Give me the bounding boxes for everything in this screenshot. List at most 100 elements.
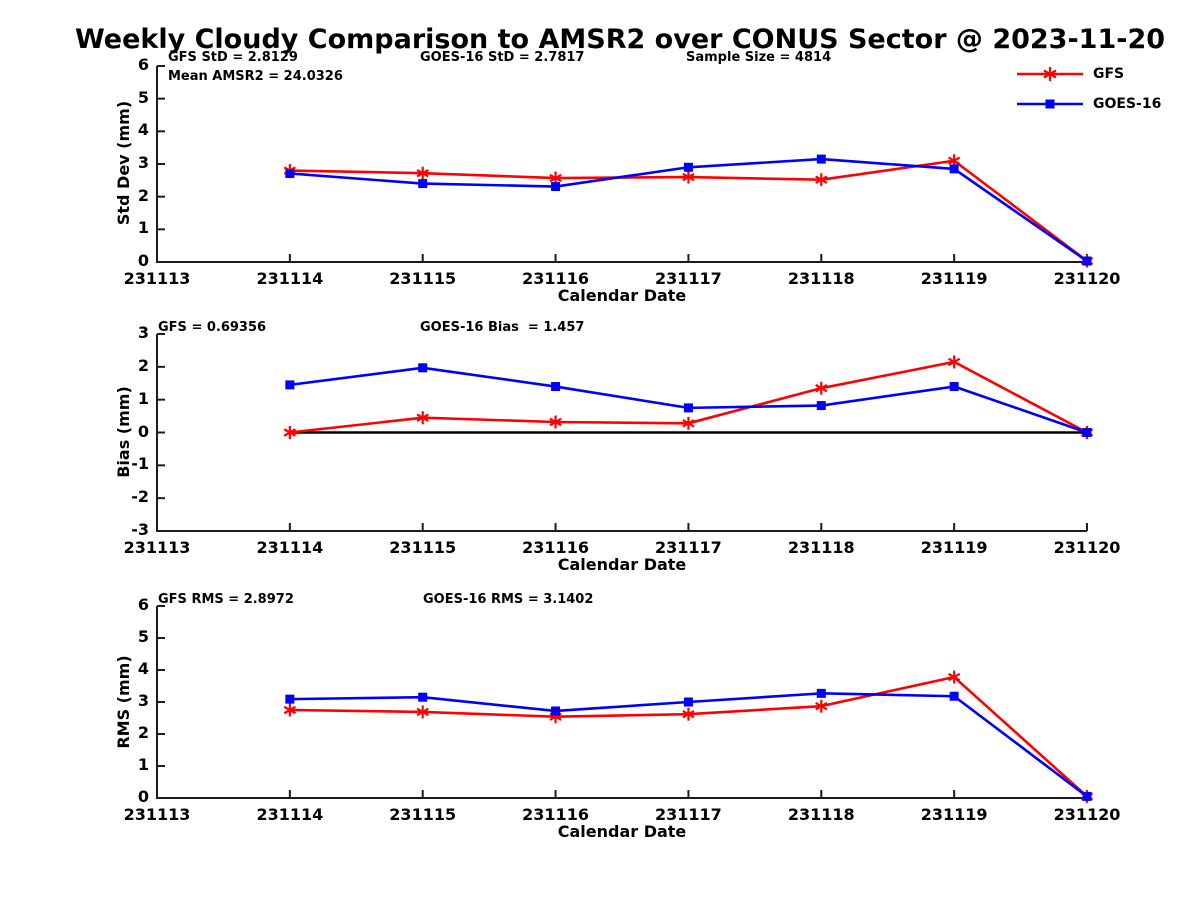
square-marker (551, 382, 561, 392)
y-tick-label: -2 (131, 487, 149, 507)
y-tick-label: 0 (137, 421, 149, 441)
y-tick-label: 3 (137, 691, 149, 710)
asterisk-marker-stroke (283, 705, 297, 715)
y-tick-label: -1 (131, 454, 149, 474)
y-tick-label: 5 (137, 87, 149, 107)
square-marker (949, 691, 959, 701)
x-tick-label: 231115 (389, 538, 457, 557)
square-marker (285, 380, 295, 390)
asterisk-marker (815, 699, 828, 713)
x-tick-label: 231117 (655, 805, 722, 824)
asterisk-marker (416, 166, 429, 180)
y-tick-label: 6 (137, 595, 149, 614)
stat-annotation: GOES-16 RMS = 3.1402 (423, 592, 594, 607)
square-marker (1082, 791, 1092, 801)
square-marker (683, 162, 693, 172)
series-line-gfs (289, 675, 1088, 798)
y-tick-label: 6 (137, 55, 149, 74)
square-marker (949, 164, 959, 174)
asterisk-marker-stroke (947, 357, 961, 367)
asterisk-marker (947, 670, 961, 684)
asterisk-marker (947, 355, 961, 369)
asterisk-marker (682, 416, 695, 430)
y-tick-label: -3 (131, 520, 149, 539)
y-tick-label: 1 (137, 755, 149, 774)
x-tick-label: 231117 (655, 538, 722, 557)
goes16-line-marker-icon (1017, 99, 1083, 109)
x-tick-label: 231115 (389, 805, 457, 824)
x-tick-label: 231116 (522, 538, 589, 557)
stat-annotation: GFS StD = 2.8129 (168, 50, 298, 65)
y-tick-label: 5 (137, 627, 149, 646)
x-tick-label: 231120 (1053, 805, 1121, 824)
asterisk-marker (815, 173, 828, 187)
square-marker (551, 706, 561, 716)
asterisk-marker-stroke (682, 709, 695, 719)
asterisk-marker (682, 707, 695, 721)
x-tick-label: 231119 (920, 269, 988, 288)
asterisk-marker-stroke (549, 417, 562, 427)
square-marker (285, 168, 295, 178)
x-tick-label: 231116 (522, 269, 589, 288)
x-tick-label: 231116 (522, 805, 589, 824)
asterisk-marker-stroke (815, 701, 828, 711)
asterisk-marker-stroke (947, 672, 961, 682)
y-tick-label: 0 (137, 787, 149, 806)
square-marker (683, 697, 693, 707)
x-tick-label: 231120 (1053, 538, 1121, 557)
square-marker (1082, 428, 1092, 437)
square-marker (285, 694, 295, 704)
x-axis-label-1: Calendar Date (557, 286, 687, 305)
asterisk-marker-stroke (283, 428, 297, 437)
y-tick-label: 1 (137, 388, 149, 408)
asterisk-marker (549, 415, 562, 429)
asterisk-marker (682, 170, 695, 184)
stat-annotation: GFS RMS = 2.8972 (158, 592, 294, 607)
legend-label-goes16: GOES-16 (1093, 96, 1162, 112)
asterisk-marker-stroke (682, 419, 695, 428)
square-marker (418, 692, 428, 702)
asterisk-marker (283, 703, 297, 717)
y-tick-label: 2 (137, 723, 149, 742)
asterisk-marker-stroke (682, 172, 695, 182)
y-tick-label: 4 (137, 120, 149, 140)
square-marker (418, 179, 428, 189)
x-tick-label: 231113 (123, 538, 191, 557)
asterisk-marker (416, 411, 429, 425)
axis-line (156, 66, 1087, 263)
y-tick-label: 3 (137, 153, 149, 172)
asterisk-marker-stroke (416, 413, 429, 422)
x-tick-label: 231114 (256, 805, 324, 824)
legend-label-gfs: GFS (1093, 66, 1125, 82)
x-tick-label: 231117 (655, 269, 722, 288)
stat-annotation: GFS = 0.69356 (158, 320, 267, 335)
square-marker (418, 363, 428, 373)
asterisk-marker (815, 381, 828, 395)
asterisk-marker (416, 705, 429, 719)
square-marker (816, 154, 826, 164)
y-tick-label: 3 (137, 323, 149, 342)
legend-entry-gfs: GFS (1016, 65, 1124, 83)
stat-annotation: Mean AMSR2 = 24.0326 (168, 69, 343, 84)
asterisk-marker-stroke (815, 175, 828, 184)
square-marker (816, 688, 826, 698)
y-tick-label: 2 (137, 355, 149, 375)
axis-line (156, 606, 1087, 799)
x-tick-label: 231113 (123, 805, 191, 824)
y-tick-label: 1 (137, 218, 149, 238)
asterisk-marker-stroke (815, 383, 828, 393)
x-tick-label: 231118 (787, 269, 855, 288)
legend-entry-goes16: GOES-16 (1016, 95, 1161, 113)
x-tick-label: 231119 (920, 538, 988, 557)
x-axis-label-2: Calendar Date (557, 555, 687, 574)
y-tick-label: 2 (137, 185, 149, 205)
asterisk-marker-stroke (416, 707, 429, 717)
x-tick-label: 231114 (256, 269, 324, 288)
x-tick-label: 231118 (787, 805, 855, 824)
square-marker (683, 403, 693, 413)
stat-annotation: GOES-16 Bias = 1.457 (420, 320, 585, 335)
y-tick-label: 4 (137, 659, 149, 678)
asterisk-marker (283, 426, 297, 439)
y-tick-label: 0 (137, 251, 149, 270)
